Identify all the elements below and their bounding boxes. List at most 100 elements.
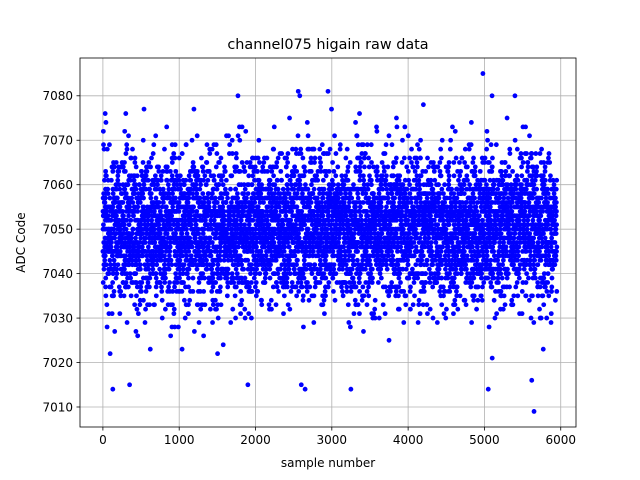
data-point: [265, 168, 270, 174]
data-point: [464, 253, 470, 259]
data-point: [118, 293, 124, 299]
data-point: [433, 240, 439, 245]
data-point: [276, 289, 281, 294]
data-point: [396, 177, 402, 183]
data-point: [407, 248, 413, 254]
data-point: [472, 164, 478, 170]
data-point: [244, 195, 249, 201]
data-point: [224, 231, 230, 237]
data-point: [217, 244, 223, 250]
data-point: [111, 289, 117, 294]
data-point: [325, 284, 331, 290]
data-point: [361, 173, 366, 179]
data-point: [345, 168, 351, 174]
data-point: [133, 329, 139, 334]
data-point: [374, 173, 380, 179]
data-point: [291, 186, 297, 192]
data-point: [141, 195, 146, 201]
data-point: [310, 248, 316, 254]
data-point: [159, 284, 164, 290]
data-point: [252, 164, 258, 170]
data-point: [153, 133, 159, 139]
data-point: [306, 297, 312, 303]
data-point: [233, 266, 239, 272]
data-point: [208, 248, 214, 254]
data-point: [429, 222, 435, 228]
data-point: [353, 284, 359, 290]
data-point: [427, 280, 433, 285]
data-point: [177, 173, 183, 179]
data-point: [191, 106, 197, 112]
data-point: [190, 208, 196, 214]
data-point: [405, 217, 411, 223]
data-point: [238, 217, 244, 223]
data-point: [304, 289, 310, 294]
data-point: [305, 133, 311, 139]
data-point: [368, 262, 373, 268]
data-point: [137, 200, 143, 205]
data-point: [350, 257, 356, 263]
data-point: [146, 284, 152, 290]
data-point: [293, 284, 299, 290]
data-point: [252, 200, 258, 205]
data-point: [474, 208, 480, 214]
data-point: [372, 306, 378, 312]
data-point: [126, 133, 131, 139]
data-point: [162, 271, 168, 277]
data-point: [398, 280, 403, 285]
data-point: [357, 164, 363, 170]
data-point: [394, 124, 400, 130]
data-point: [214, 200, 220, 205]
data-point: [305, 186, 311, 192]
data-point: [170, 289, 176, 294]
data-point: [317, 257, 323, 263]
data-point: [390, 253, 396, 259]
data-point: [174, 182, 180, 188]
data-point: [410, 164, 416, 170]
data-point: [430, 262, 436, 268]
data-point: [405, 133, 411, 139]
data-point: [371, 311, 377, 317]
data-point: [461, 182, 467, 188]
data-point: [270, 235, 276, 241]
data-point: [320, 177, 326, 183]
data-point: [158, 173, 164, 179]
data-point: [266, 222, 272, 228]
data-point: [206, 191, 211, 197]
data-point: [341, 182, 347, 188]
data-point: [346, 320, 352, 325]
data-point: [140, 191, 146, 197]
data-point: [429, 248, 435, 254]
data-point: [224, 293, 230, 299]
data-point: [257, 160, 262, 165]
data-point: [408, 284, 413, 290]
data-point: [125, 284, 131, 290]
data-point: [147, 302, 152, 308]
data-point: [146, 160, 152, 165]
data-point: [164, 231, 170, 237]
data-point: [436, 266, 442, 272]
data-point: [158, 257, 164, 263]
data-point: [470, 244, 475, 250]
data-point: [146, 266, 151, 272]
data-point: [310, 191, 316, 197]
data-point: [290, 200, 296, 205]
data-point: [106, 271, 112, 277]
data-point: [354, 257, 360, 263]
data-point: [393, 231, 399, 237]
data-point: [138, 284, 144, 290]
data-point: [110, 271, 116, 277]
data-point: [402, 191, 408, 197]
data-point: [343, 280, 348, 285]
data-point: [145, 177, 151, 183]
data-point: [275, 155, 281, 161]
data-point: [369, 266, 375, 272]
data-point: [366, 155, 371, 161]
data-point: [251, 191, 257, 197]
data-point: [172, 248, 178, 254]
data-point: [114, 244, 120, 250]
data-point: [295, 257, 300, 263]
data-point: [386, 253, 391, 259]
data-point: [435, 271, 441, 277]
